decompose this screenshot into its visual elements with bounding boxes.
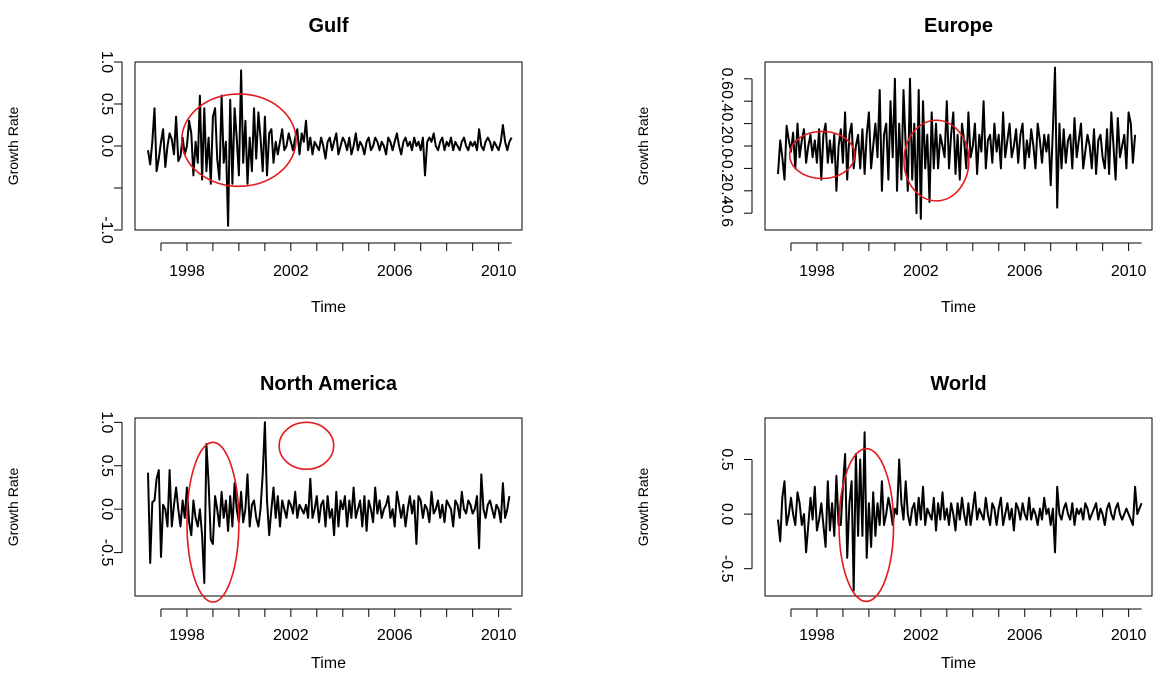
x-tick-label: 1998 — [799, 263, 835, 280]
chart-title: World — [930, 373, 986, 395]
highlight-ellipse — [180, 93, 297, 188]
y-tick-label: 0.0 — [718, 135, 735, 157]
chart-title: North America — [260, 373, 398, 395]
y-tick-label: 0.0 — [98, 135, 115, 157]
x-tick-label: 2002 — [273, 263, 309, 280]
x-axis-label: Time — [311, 299, 346, 316]
y-axis-label: Growth Rate — [5, 467, 21, 546]
chart-title: Gulf — [309, 15, 349, 37]
series-line — [147, 69, 513, 227]
y-tick-label: -1.0 — [98, 216, 115, 244]
x-tick-label: 1998 — [799, 627, 835, 644]
y-tick-label: 0.6 — [718, 68, 735, 90]
y-tick-label: -0.5 — [718, 555, 735, 583]
x-tick-label: 2002 — [903, 627, 939, 644]
plot-frame — [764, 417, 1153, 597]
x-tick-label: 2002 — [273, 627, 309, 644]
y-tick-label: -0.4 — [718, 177, 735, 205]
y-tick-label: -0.5 — [98, 539, 115, 567]
highlight-ellipse — [838, 447, 895, 603]
series-line — [777, 431, 1143, 592]
y-tick-label: 1.0 — [98, 51, 115, 73]
y-tick-label: 0.0 — [98, 498, 115, 520]
y-axis-label: Growth Rate — [635, 467, 651, 546]
y-tick-label: 0.5 — [718, 448, 735, 470]
x-tick-label: 2010 — [481, 263, 517, 280]
x-tick-label: 1998 — [169, 263, 205, 280]
x-tick-label: 2006 — [377, 627, 413, 644]
plot-frame — [134, 61, 523, 231]
x-tick-label: 2010 — [1111, 627, 1147, 644]
y-tick-label: 0.4 — [718, 90, 735, 112]
x-tick-label: 2002 — [903, 263, 939, 280]
highlight-ellipse — [278, 421, 335, 471]
y-axis-label: Growth Rate — [635, 106, 651, 185]
x-tick-label: 1998 — [169, 627, 205, 644]
chart-title: Europe — [924, 15, 993, 37]
y-tick-label: 0.0 — [718, 503, 735, 525]
x-axis-label: Time — [941, 655, 976, 672]
x-axis-label: Time — [941, 299, 976, 316]
chart-panel: Europe 1998 2002 2006 2010 -0.6-0.4-0.20.00.2… — [635, 15, 1153, 316]
series-line — [777, 66, 1137, 220]
highlight-ellipse — [788, 130, 856, 180]
x-tick-label: 2010 — [1111, 263, 1147, 280]
highlight-ellipse — [903, 119, 970, 202]
y-tick-label: 1.0 — [98, 411, 115, 433]
chart-panel: World 1998 2002 2006 2010 -0.5 0.0 0.5 Time Growt… — [635, 373, 1153, 672]
x-tick-label: 2006 — [377, 263, 413, 280]
y-tick-label: -0.2 — [718, 155, 735, 183]
y-tick-label: 0.5 — [98, 455, 115, 477]
y-axis-label: Growth Rate — [5, 106, 21, 185]
y-tick-label: 0.5 — [98, 93, 115, 115]
x-axis-label: Time — [311, 655, 346, 672]
y-tick-label: 0.2 — [718, 112, 735, 134]
highlight-ellipse — [186, 441, 240, 603]
y-tick-label: -0.6 — [718, 199, 735, 227]
x-tick-label: 2006 — [1007, 627, 1043, 644]
x-tick-label: 2010 — [481, 627, 517, 644]
plot-frame — [134, 417, 523, 597]
series-line — [147, 421, 511, 584]
plot-frame — [764, 61, 1153, 231]
chart-panel: Gulf 1998 2002 2006 2010 -1.0 0.0 0.5 1.0 Time Gro… — [5, 15, 523, 316]
chart-panel: North America 1998 2002 2006 2010 -0.5 0.0 0.5 1… — [5, 373, 523, 672]
x-tick-label: 2006 — [1007, 263, 1043, 280]
